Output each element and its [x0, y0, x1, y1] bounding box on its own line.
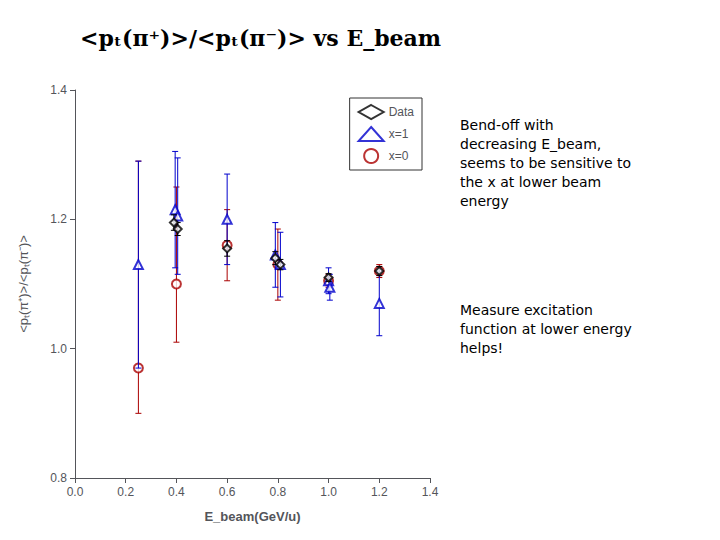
svg-text:0.6: 0.6: [219, 485, 236, 499]
svg-text:x=0: x=0: [389, 149, 409, 163]
svg-text:0.0: 0.0: [67, 485, 84, 499]
svg-text:helps!: helps!: [460, 340, 503, 356]
svg-text:1.0: 1.0: [320, 485, 337, 499]
svg-text:seems to be sensitive to: seems to be sensitive to: [460, 155, 631, 171]
svg-text:<pₜ(π⁺)>/<pₜ(π⁻)>: <pₜ(π⁺)>/<pₜ(π⁻)>: [16, 235, 31, 333]
svg-text:1.0: 1.0: [50, 342, 67, 356]
svg-text:1.2: 1.2: [371, 485, 388, 499]
svg-text:0.8: 0.8: [270, 485, 287, 499]
svg-text:decreasing E_beam,: decreasing E_beam,: [460, 136, 601, 152]
svg-text:1.4: 1.4: [50, 83, 67, 97]
svg-text:Measure excitation: Measure excitation: [460, 302, 593, 318]
svg-text:Data: Data: [389, 105, 415, 119]
svg-text:0.2: 0.2: [117, 485, 134, 499]
svg-text:0.4: 0.4: [168, 485, 185, 499]
svg-text:0.8: 0.8: [50, 471, 67, 485]
svg-text:x=1: x=1: [389, 127, 409, 141]
svg-text:1.2: 1.2: [50, 212, 67, 226]
svg-text:the x at lower beam: the x at lower beam: [460, 174, 601, 190]
svg-text:function at lower energy: function at lower energy: [460, 321, 632, 337]
svg-text:<pₜ(π⁺)>/<pₜ(π⁻)> vs E_beam: <pₜ(π⁺)>/<pₜ(π⁻)> vs E_beam: [80, 25, 441, 51]
svg-text:Bend-off with: Bend-off with: [460, 117, 554, 133]
svg-text:E_beam(GeV/u): E_beam(GeV/u): [204, 509, 300, 524]
svg-text:1.4: 1.4: [422, 485, 439, 499]
svg-text:energy: energy: [460, 193, 509, 209]
